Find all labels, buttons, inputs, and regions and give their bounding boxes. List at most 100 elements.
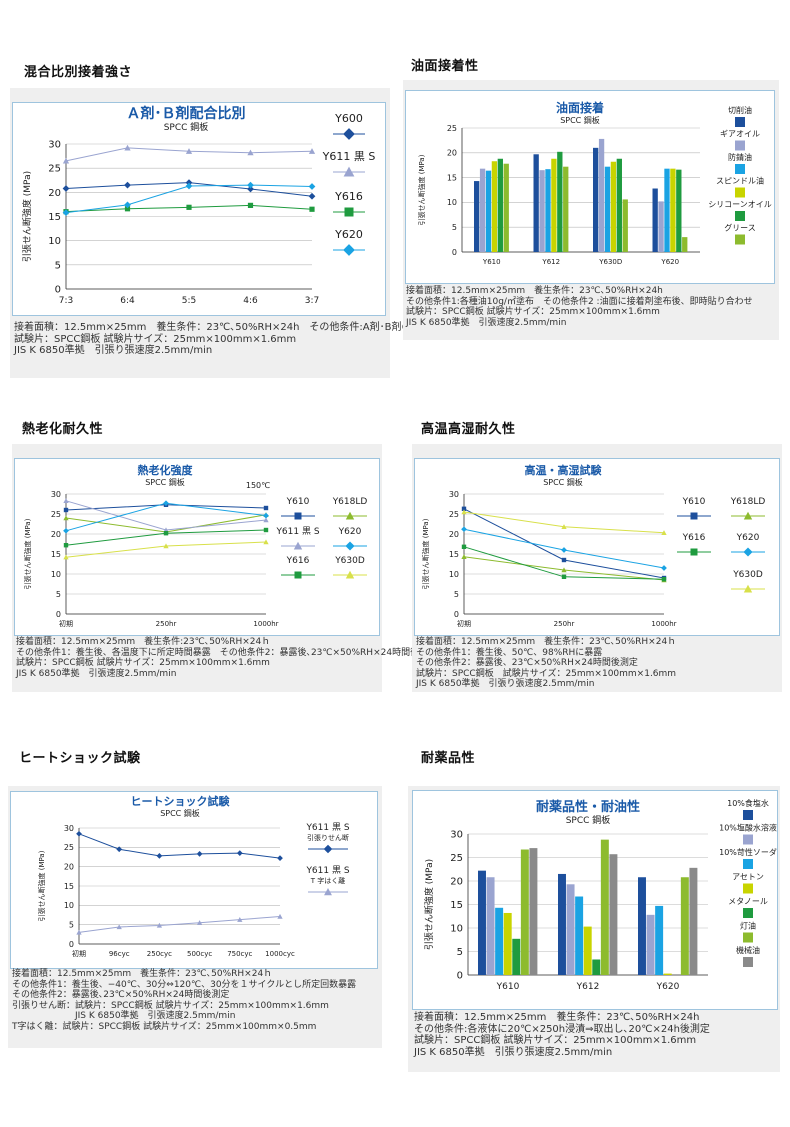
oil-y-tick-label: 25: [447, 124, 457, 133]
shock-y-tick-label: 15: [64, 882, 74, 891]
shock-x-tick-label: 初期: [72, 949, 86, 958]
mix-y-tick-label: 20: [48, 188, 61, 199]
shock-x-tick-label: 1000cyc: [265, 950, 295, 958]
shock-x-tick-label: 96cyc: [109, 950, 130, 958]
oil-bar: [670, 168, 676, 252]
shock-data-point: [196, 851, 203, 857]
shock-data-point: [76, 830, 82, 837]
chem-legend-label: アセトン: [732, 873, 764, 882]
oil-bar: [479, 168, 486, 252]
heat-data-point: [263, 517, 269, 523]
mix-legend-marker: [343, 244, 355, 256]
mix-x-tick-label: 5:5: [182, 296, 196, 306]
chem-x-tick-label: Y612: [576, 982, 600, 992]
heat-data-point: [63, 554, 69, 560]
humid-data-point: [561, 567, 567, 573]
humid-data-point: [561, 524, 567, 529]
heat-data-point: [163, 543, 169, 549]
oil-bar: [563, 166, 569, 252]
chem-bar: [503, 912, 512, 975]
shock-data-point: [237, 917, 243, 922]
oil-bar: [545, 169, 551, 252]
heat-legend-label: Y611 黒 S: [275, 526, 319, 537]
oil-bar: [622, 199, 628, 252]
oil-bar: [616, 158, 622, 252]
oil-bar: [610, 161, 617, 252]
shock-data-point: [236, 850, 243, 856]
mix-data-point: [308, 148, 316, 154]
chem-legend-swatch: [743, 859, 753, 869]
oil-bar: [539, 170, 545, 252]
chem-y-tick-label: 0: [457, 971, 463, 982]
shock-data-point: [277, 855, 283, 862]
shock-data-point: [116, 924, 122, 930]
mix-data-point: [247, 149, 254, 156]
chem-legend-swatch: [743, 932, 753, 943]
mix-legend-label: Y620: [334, 228, 363, 241]
mix-y-tick-label: 30: [48, 140, 61, 151]
chem-x-tick-label: Y610: [496, 982, 520, 992]
chem-legend-swatch: [743, 810, 753, 820]
humid-y-tick-label: 5: [454, 590, 459, 599]
oil-legend-swatch: [735, 187, 745, 198]
shock-y-axis-label: 引張せん断強度 (MPa): [37, 850, 46, 921]
heading-heat: 熱老化耐久性: [22, 422, 104, 437]
chem-bar: [575, 896, 584, 975]
humid-chart-subtitle: SPCC 鋼板: [543, 477, 583, 487]
shock-legend-sublabel: T 字はく離: [310, 876, 346, 885]
heat-y-tick-label: 30: [51, 490, 61, 499]
chart-frame-heat: [14, 458, 380, 636]
heat-y-tick-label: 20: [51, 530, 61, 539]
chem-bar: [592, 959, 601, 975]
oil-legend-label: スピンドル油: [716, 176, 764, 186]
chem-bar: [495, 907, 504, 975]
humid-legend-marker: [690, 512, 698, 520]
humid-legend-label: Y630D: [732, 570, 763, 580]
heat-data-point: [163, 500, 169, 507]
mix-data-point: [124, 144, 131, 151]
mix-data-point: [247, 181, 254, 189]
mix-data-point: [247, 202, 254, 208]
oil-legend-label: グリース: [724, 223, 756, 233]
oil-x-tick-label: Y610: [482, 258, 501, 266]
shock-legend-label: Y611 黒 S: [305, 865, 349, 876]
heat-legend-marker: [294, 512, 302, 520]
mix-x-tick-label: 3:7: [305, 296, 319, 306]
notes-humid: 接着面積：12.5mm×25mm 養生条件：23℃､50%RH×24ｈ その他条…: [416, 637, 677, 689]
heat-legend-label: Y630D: [334, 556, 365, 566]
shock-data-point: [156, 852, 163, 859]
mix-x-tick-label: 6:4: [120, 296, 135, 306]
heat-data-point: [263, 527, 269, 533]
humid-data-point: [461, 554, 467, 559]
chem-legend-swatch: [743, 883, 753, 894]
chart-frame-shock: [10, 791, 378, 969]
humid-data-point: [561, 574, 567, 579]
mix-data-point: [62, 209, 70, 217]
heat-data-point: [63, 527, 69, 534]
oil-bar: [658, 201, 664, 252]
oil-chart-subtitle: SPCC 鋼板: [560, 115, 600, 125]
humid-data-point: [661, 565, 667, 571]
heat-y-tick-label: 15: [51, 550, 61, 559]
oil-legend-swatch: [735, 211, 745, 221]
mix-data-point: [185, 179, 193, 187]
chem-legend-label: 10%塩酸水溶液: [719, 823, 777, 833]
chem-legend-label: 灯油: [740, 921, 756, 931]
humid-data-point: [461, 509, 467, 515]
chem-bar: [609, 854, 618, 975]
mix-data-point: [62, 185, 70, 192]
oil-bar: [676, 169, 682, 252]
heading-chem: 耐薬品性: [421, 751, 476, 766]
mix-y-tick-label: 5: [55, 260, 61, 271]
humid-data-point: [461, 526, 467, 533]
shock-x-tick-label: 250cyc: [147, 950, 172, 958]
oil-bar: [497, 158, 503, 252]
mix-chart-subtitle: SPCC 鋼板: [164, 121, 209, 133]
oil-bar: [652, 188, 658, 252]
mix-data-point: [308, 183, 316, 190]
humid-legend-label: Y610: [682, 497, 706, 507]
chem-y-axis-label: 引張せん断強度 (MPa): [423, 859, 435, 950]
shock-x-tick-label: 750cyc: [227, 950, 252, 958]
humid-y-tick-label: 15: [449, 550, 459, 559]
